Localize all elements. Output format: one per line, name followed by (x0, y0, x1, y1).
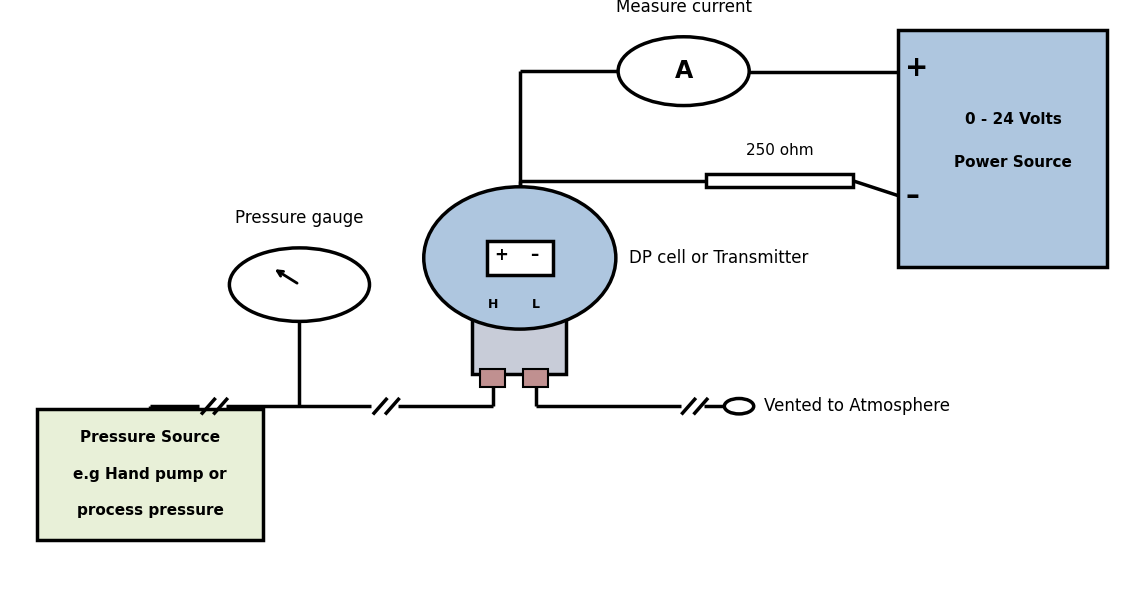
Text: A: A (675, 59, 693, 83)
FancyBboxPatch shape (472, 282, 566, 374)
Text: L: L (531, 298, 540, 311)
FancyBboxPatch shape (480, 369, 505, 387)
Circle shape (229, 248, 370, 321)
Text: Pressure gauge: Pressure gauge (235, 209, 364, 227)
Text: 0 - 24 Volts: 0 - 24 Volts (965, 112, 1062, 127)
Text: Pressure Source: Pressure Source (80, 431, 220, 445)
Text: DP cell or Transmitter: DP cell or Transmitter (629, 249, 809, 267)
Text: H: H (487, 298, 498, 311)
Text: +: + (495, 246, 508, 264)
Text: 250 ohm: 250 ohm (746, 143, 814, 158)
Text: Vented to Atmosphere: Vented to Atmosphere (764, 397, 950, 415)
Text: +: + (905, 53, 929, 82)
Text: –: – (905, 181, 919, 210)
Circle shape (618, 37, 749, 106)
Text: process pressure: process pressure (77, 503, 224, 518)
FancyBboxPatch shape (37, 409, 263, 540)
Ellipse shape (424, 187, 616, 329)
Text: Measure current: Measure current (616, 0, 751, 16)
FancyBboxPatch shape (898, 30, 1107, 267)
Circle shape (724, 398, 754, 414)
FancyBboxPatch shape (523, 369, 548, 387)
FancyBboxPatch shape (706, 174, 853, 187)
Text: Power Source: Power Source (955, 155, 1072, 170)
FancyBboxPatch shape (487, 241, 553, 275)
Text: –: – (530, 246, 538, 264)
Text: e.g Hand pump or: e.g Hand pump or (73, 467, 227, 482)
